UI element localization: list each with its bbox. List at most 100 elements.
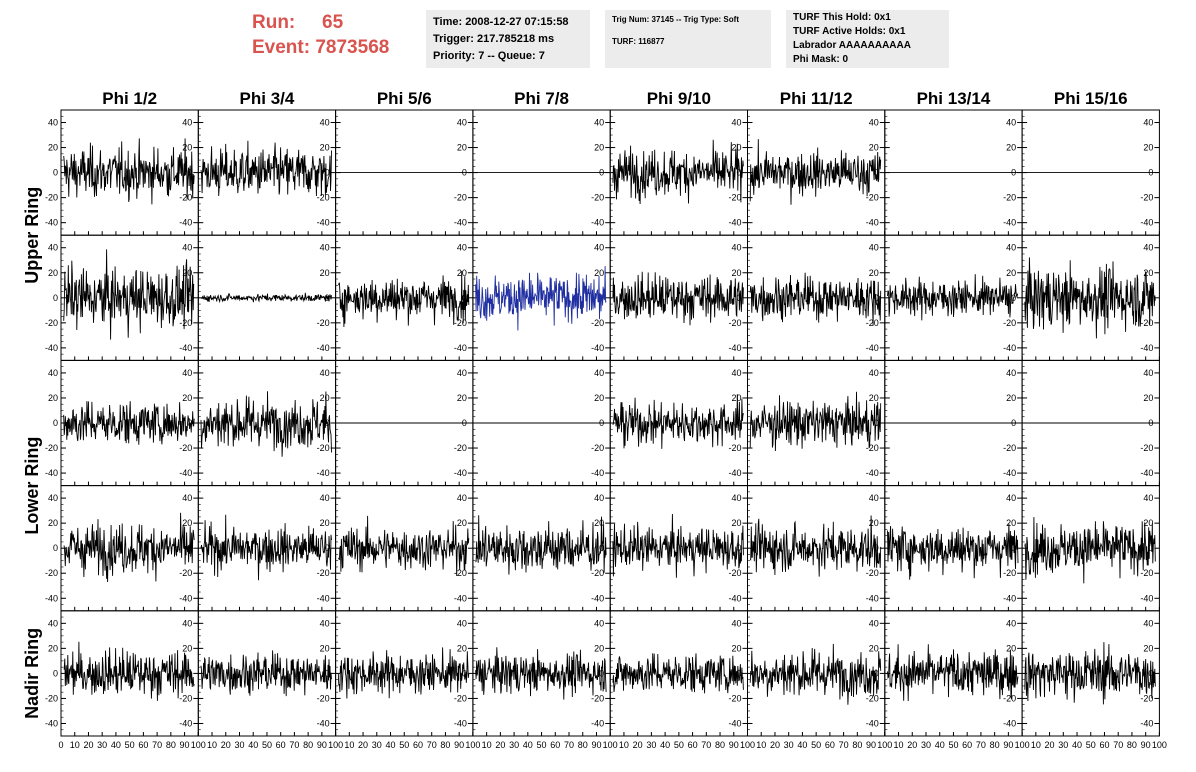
- y-tick-label-right-r3c2: 40: [320, 368, 330, 378]
- x-tick-label-c6: 40: [797, 740, 807, 750]
- y-tick-label-right-r2c5: 20: [731, 268, 741, 278]
- y-tick-label-right-r5c6: -40: [866, 718, 879, 728]
- run-value: 65: [322, 12, 344, 33]
- y-tick-label-right-r4c3: 20: [457, 518, 467, 528]
- waveform-r3c5: [612, 394, 744, 449]
- trigger-text: Trigger: 217.785218 ms: [433, 33, 555, 45]
- y-tick-label-right-r3c1: 20: [182, 393, 192, 403]
- y-tick-label-right-r1c2: 0: [325, 168, 330, 178]
- y-tick-label-right-r1c6: -20: [866, 193, 879, 203]
- waveform-r4c8: [1024, 517, 1156, 584]
- column-header-2: Phi 3/4: [240, 89, 295, 108]
- y-tick-label-right-r5c5: 20: [731, 643, 741, 653]
- x-tick-label-c5: 90: [729, 740, 739, 750]
- waveform-r2c1: [63, 249, 195, 340]
- turf-active-text: TURF Active Holds: 0x1: [793, 26, 906, 37]
- y-tick-label-right-r1c5: 40: [731, 118, 741, 128]
- x-tick-label-c8: 80: [1127, 740, 1137, 750]
- waveform-r2c4: [475, 266, 607, 331]
- y-tick-label-r5c1: 0: [53, 668, 58, 678]
- panel-frame-r4c5: [609, 485, 749, 612]
- run-event-header: Run: 65 Event: 7873568: [252, 10, 417, 68]
- y-tick-label-right-r2c6: 40: [869, 243, 879, 253]
- y-tick-label-right-r3c8: -40: [1140, 468, 1153, 478]
- x-tick-label-c2: 40: [248, 740, 258, 750]
- y-tick-label-right-r1c5: -20: [728, 193, 741, 203]
- y-tick-label-right-r3c7: 40: [1006, 368, 1016, 378]
- y-tick-label-right-r5c8: 20: [1143, 643, 1153, 653]
- x-tick-label-c7: 100: [1015, 740, 1030, 750]
- y-tick-label-right-r1c2: 20: [320, 143, 330, 153]
- x-tick-label-c3: 90: [454, 740, 464, 750]
- x-tick-label-c8: 100: [1152, 740, 1167, 750]
- x-tick-label-c8: 70: [1113, 740, 1123, 750]
- x-tick-label-c2: 90: [317, 740, 327, 750]
- y-tick-label-right-r4c4: -40: [591, 593, 604, 603]
- waveform-r5c4: [475, 647, 607, 700]
- y-tick-label-right-r5c2: 40: [320, 618, 330, 628]
- trigger-info-box: Trig Num: 37145 -- Trig Type: Soft TURF:…: [605, 10, 771, 68]
- x-tick-label-c2: 20: [221, 740, 231, 750]
- waveform-r4c7: [887, 523, 1019, 580]
- y-tick-label-right-r5c5: 0: [736, 668, 741, 678]
- y-tick-label-right-r4c5: -40: [728, 593, 741, 603]
- y-tick-label-r2c1: -40: [45, 343, 58, 353]
- y-tick-label-right-r1c2: 40: [320, 118, 330, 128]
- y-tick-label-right-r3c8: 40: [1143, 368, 1153, 378]
- waveform-r3c6: [749, 391, 882, 452]
- y-tick-label-right-r4c8: 40: [1143, 493, 1153, 503]
- y-tick-label-right-r5c4: 20: [594, 643, 604, 653]
- x-tick-label-c4: 40: [523, 740, 533, 750]
- y-tick-label-right-r1c8: 20: [1143, 143, 1153, 153]
- y-tick-label-right-r5c4: -40: [591, 718, 604, 728]
- turf-info-box: TURF This Hold: 0x1 TURF Active Holds: 0…: [786, 10, 949, 68]
- y-tick-label-right-r1c3: -20: [454, 193, 467, 203]
- waveform-r5c1: [63, 641, 195, 701]
- x-tick-label-c5: 40: [660, 740, 670, 750]
- x-tick-label-c3: 80: [440, 740, 450, 750]
- y-tick-label-right-r4c2: -40: [317, 593, 330, 603]
- y-tick-label-right-r5c5: 40: [731, 618, 741, 628]
- y-tick-label-right-r3c4: 40: [594, 368, 604, 378]
- event-value: 7873568: [315, 37, 390, 58]
- waveform-r5c7: [887, 644, 1019, 702]
- y-tick-label-right-r4c6: 20: [869, 518, 879, 528]
- y-tick-label-r1c1: 20: [48, 143, 58, 153]
- phi-mask-text: Phi Mask: 0: [793, 54, 849, 65]
- y-tick-label-right-r4c2: -20: [317, 568, 330, 578]
- column-header-8: Phi 15/16: [1054, 89, 1128, 108]
- x-tick-label-c7: 10: [894, 740, 904, 750]
- y-tick-label-right-r2c5: -40: [728, 343, 741, 353]
- y-tick-label-right-r5c3: -20: [454, 693, 467, 703]
- x-tick-label-c1: 50: [125, 740, 135, 750]
- waveform-r2c7: [887, 274, 1019, 321]
- y-tick-label-right-r5c8: -40: [1140, 718, 1153, 728]
- waveform-r1c2: [200, 140, 332, 197]
- y-tick-label-right-r4c1: -40: [179, 593, 192, 603]
- x-tick-label-c2: 60: [276, 740, 286, 750]
- y-tick-label-r5c1: 40: [48, 618, 58, 628]
- y-tick-label-right-r2c6: 20: [869, 268, 879, 278]
- y-tick-label-right-r1c1: -20: [179, 193, 192, 203]
- waveform-r4c1: [63, 512, 195, 583]
- y-tick-label-right-r4c3: 40: [457, 493, 467, 503]
- y-tick-label-right-r3c1: 40: [182, 368, 192, 378]
- y-tick-label-right-r2c1: 40: [182, 243, 192, 253]
- y-tick-label-right-r5c4: 40: [594, 618, 604, 628]
- x-tick-label-c8: 30: [1058, 740, 1068, 750]
- y-tick-label-r5c1: 20: [48, 643, 58, 653]
- y-tick-label-right-r3c5: 20: [731, 393, 741, 403]
- waveform-r2c2: [200, 292, 332, 304]
- y-tick-label-right-r1c8: -40: [1140, 218, 1153, 228]
- y-tick-label-right-r5c1: 40: [182, 618, 192, 628]
- row-group-label-1: Upper Ring: [22, 187, 42, 284]
- y-tick-label-right-r3c7: 20: [1006, 393, 1016, 403]
- y-tick-label-r5c1: -40: [45, 718, 58, 728]
- y-tick-label-right-r4c1: -20: [179, 568, 192, 578]
- y-tick-label-right-r5c1: -40: [179, 718, 192, 728]
- y-tick-label-right-r5c1: -20: [179, 693, 192, 703]
- y-tick-label-right-r4c6: 40: [869, 493, 879, 503]
- waveform-r2c3: [337, 271, 470, 328]
- y-tick-label-r2c1: 20: [48, 268, 58, 278]
- y-tick-label-r4c1: 20: [48, 518, 58, 528]
